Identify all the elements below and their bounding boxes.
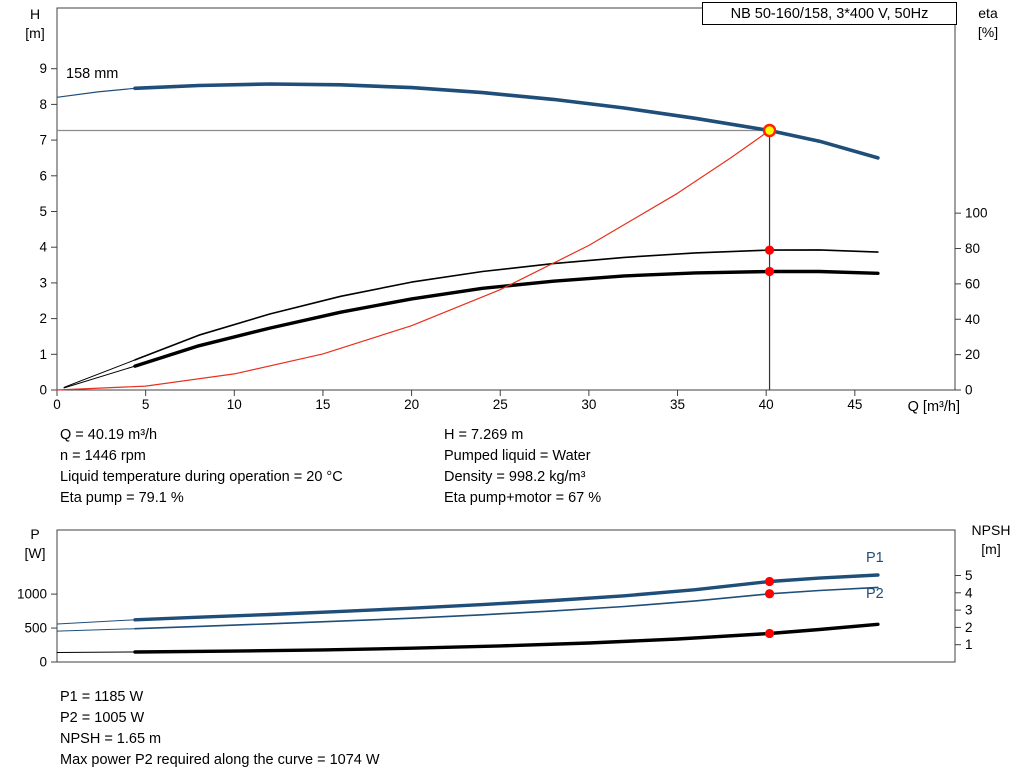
q-axis-title: Q [m³/h] [907,399,960,415]
info-eta-pump-motor: Eta pump+motor = 67 % [444,490,602,506]
eta-pump-curve [134,249,879,361]
x-tick-label: 15 [315,397,330,412]
y-right-tick-label: 1 [965,637,973,652]
y-left-tick-label: 0 [39,383,47,398]
info-flow: Q = 40.19 m³/h [60,427,158,443]
eta-pump-motor-point [764,266,775,277]
y-left-tick-label: 7 [39,133,47,148]
npsh-curve-lead [56,651,136,653]
h-axis-title-unit: [m] [25,25,45,41]
y-left-tick-label: 6 [39,168,47,183]
y-left-tick-label: 8 [39,97,47,112]
info-liquid-temperature: Liquid temperature during operation = 20… [60,469,343,485]
p-axis-title-unit: [W] [24,545,46,561]
info-density: Density = 998.2 kg/m³ [444,469,586,485]
y-right-tick-label: 3 [965,603,973,618]
npsh-axis-title: NPSH [m] [961,521,1021,559]
x-tick-label: 0 [53,397,61,412]
y-right-tick-label: 40 [965,312,980,327]
duty-point[interactable] [762,123,777,138]
y-left-tick-label: 2 [39,311,47,326]
eta-pump-motor-curve [133,269,880,368]
x-tick-label: 20 [404,397,419,412]
info-pumped-liquid: Pumped liquid = Water [444,448,591,464]
p-axis-title: P [W] [14,525,56,563]
y-left-tick-label: 1 [39,347,47,362]
p2-curve-lead [56,628,136,632]
y-right-tick-label: 80 [965,241,980,256]
p2-point [764,589,775,599]
y-right-tick-label: 4 [965,585,973,600]
head-curve-lead [56,87,136,98]
result-p2: P2 = 1005 W [60,710,145,726]
system-curve [56,129,771,391]
p1-curve-lead [56,619,136,625]
y-right-tick-label: 100 [965,206,988,221]
result-max-power: Max power P2 required along the curve = … [60,752,380,768]
y-right-tick-label: 5 [965,568,973,583]
result-npsh: NPSH = 1.65 m [60,731,162,747]
eta-pump-curve-lead [63,359,136,388]
p1-curve [133,573,880,622]
info-speed: n = 1446 rpm [60,448,146,464]
eta-axis-title: eta [%] [965,4,1011,42]
impeller-diameter-label: 158 mm [66,66,119,82]
x-tick-label: 25 [493,397,508,412]
result-panel: P1 = 1185 W P2 = 1005 W NPSH = 1.65 m Ma… [60,687,380,771]
p1-curve-label: P1 [866,550,884,566]
x-tick-label: 30 [581,397,596,412]
x-tick-label: 10 [227,397,242,412]
eta-axis-title-symbol: eta [978,5,998,21]
y-left-tick-label: 4 [39,240,47,255]
p1-point [764,576,775,587]
head-curve-158mm [133,82,880,160]
x-tick-label: 5 [142,397,150,412]
h-axis-title-symbol: H [29,6,41,22]
y-right-tick-label: 0 [965,383,973,398]
info-head: H = 7.269 m [444,427,524,443]
duty-info-left-column: Q = 40.19 m³/h n = 1446 rpm Liquid tempe… [60,425,343,509]
x-tick-label: 40 [759,397,774,412]
h-axis-title: H [m] [14,5,56,43]
y-left-tick-label: 1000 [17,587,47,602]
y-left-tick-label: 500 [24,621,47,636]
eta-pump-motor-curve-lead [63,365,136,389]
duty-info-right-column: H = 7.269 m Pumped liquid = Water Densit… [444,425,601,509]
head-efficiency-chart-frame [56,7,956,391]
power-npsh-chart-frame [56,529,956,663]
y-left-tick-label: 5 [39,204,47,219]
y-left-tick-label: 3 [39,275,47,290]
y-right-tick-label: 20 [965,347,980,362]
y-left-tick-label: 0 [39,655,47,670]
x-tick-label: 45 [847,397,862,412]
info-eta-pump: Eta pump = 79.1 % [60,490,184,506]
y-left-tick-label: 9 [39,61,47,76]
pump-model-label: NB 50-160/158, 3*400 V, 50Hz [730,5,929,22]
pump-model-box: NB 50-160/158, 3*400 V, 50Hz [702,2,957,25]
eta-axis-title-unit: [%] [977,24,999,40]
y-right-tick-label: 2 [965,620,973,635]
p2-curve [134,586,879,630]
y-right-tick-label: 60 [965,276,980,291]
npsh-curve [133,622,880,654]
npsh-point [764,628,775,639]
x-tick-label: 35 [670,397,685,412]
npsh-axis-title-unit: [m] [981,541,1001,557]
eta-pump-point [764,245,775,255]
p-axis-title-symbol: P [30,526,40,542]
p2-curve-label: P2 [866,586,884,602]
npsh-axis-title-symbol: NPSH [971,522,1011,538]
result-p1: P1 = 1185 W [60,689,144,705]
